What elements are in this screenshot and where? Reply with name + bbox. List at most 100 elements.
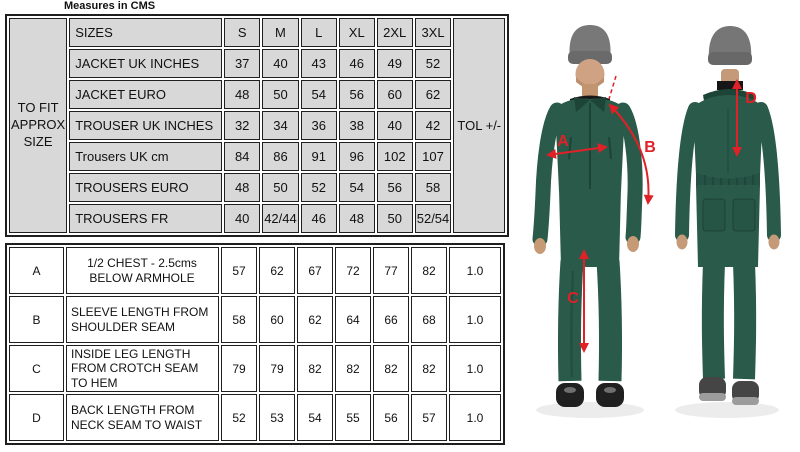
measure-value: 68 [411,296,447,343]
measure-arrow-c: C [567,249,589,353]
size-value: 40 [262,49,299,78]
measure-value: 82 [411,345,447,393]
back-figure [675,26,781,418]
floor-shadow [675,402,779,418]
size-value: 52 [300,173,337,202]
measure-value: 62 [297,296,333,343]
size-value: 32 [224,111,261,140]
size-value: 38 [338,111,375,140]
size-value: 48 [224,80,261,109]
size-value: 36 [300,111,337,140]
measure-value: 54 [297,394,333,442]
size-table-row: TROUSER UK INCHES 32 34 36 38 40 42 [9,111,505,140]
size-value: 40 [224,204,261,233]
arrow-label-c: C [567,290,579,307]
measure-value: 64 [335,296,371,343]
measurement-row: B SLEEVE LENGTH FROM SHOULDER SEAM 58 60 62 6… [9,296,501,343]
measure-value: 55 [335,394,371,442]
measure-description: INSIDE LEG LENGTH FROM CROTCH SEAM TO HE… [66,345,219,393]
size-row-label: SIZES [69,18,223,47]
measure-arrow-b: B [608,75,656,205]
measure-value: 72 [335,247,371,294]
size-value: 56 [376,173,413,202]
size-value: 2XL [376,18,413,47]
size-row-label: TROUSERS FR [69,204,223,233]
measure-value: 77 [373,247,409,294]
size-table-row: TROUSERS EURO 48 50 52 54 56 58 [9,173,505,202]
measurement-table: A 1/2 CHEST - 2.5cms BELOW ARMHOLE 57 62 67 7… [5,243,505,446]
measure-value: 82 [411,247,447,294]
size-value: M [262,18,299,47]
front-photo: A B C [532,25,656,418]
size-value: 52 [414,49,452,78]
size-table-row: Trousers UK cm 84 86 91 96 102 107 [9,142,505,171]
size-value: 84 [224,142,261,171]
arrow-label-b: B [644,139,656,156]
size-value: 3XL [414,18,452,47]
size-row-label: TROUSER UK INCHES [69,111,223,140]
size-value: 48 [338,204,375,233]
tolerance-value: 1.0 [449,394,501,442]
tolerance-value: 1.0 [449,247,501,294]
measure-description: SLEEVE LENGTH FROM SHOULDER SEAM [66,296,219,343]
size-table-row: JACKET EURO 48 50 54 56 60 62 [9,80,505,109]
size-value: 46 [300,204,337,233]
measure-code: C [9,345,64,393]
size-value: 46 [338,49,375,78]
measure-description: 1/2 CHEST - 2.5cms BELOW ARMHOLE [66,247,219,294]
face [575,59,605,89]
size-value: 50 [376,204,413,233]
measurement-row: A 1/2 CHEST - 2.5cms BELOW ARMHOLE 57 62 67 7… [9,247,501,294]
size-value: 58 [414,173,452,202]
measure-arrow-a: A [546,133,608,159]
measure-value: 79 [259,345,295,393]
measure-value: 67 [297,247,333,294]
measurement-row: C INSIDE LEG LENGTH FROM CROTCH SEAM TO H… [9,345,501,393]
size-row-label: JACKET EURO [69,80,223,109]
size-table-row: TROUSERS FR 40 42/44 46 48 50 52/54 [9,204,505,233]
measure-description: BACK LENGTH FROM NECK SEAM TO WAIST [66,394,219,442]
size-value: 91 [300,142,337,171]
size-table-row: JACKET UK INCHES 37 40 43 46 49 52 [9,49,505,78]
tol-label: TOL +/- [453,18,506,233]
size-value: 107 [414,142,452,171]
measure-value: 56 [373,394,409,442]
size-value: 62 [414,80,452,109]
size-value: 43 [300,49,337,78]
tolerance-value: 1.0 [449,296,501,343]
size-value: 48 [224,173,261,202]
size-value: 54 [300,80,337,109]
measure-value: 66 [373,296,409,343]
measure-value: 60 [259,296,295,343]
size-table-row: TO FIT APPROX SIZE SIZES S M L XL 2XL 3XL TOL +/… [9,18,506,233]
size-value: 42/44 [262,204,299,233]
size-value: 102 [376,142,413,171]
size-row-label: JACKET UK INCHES [69,49,223,78]
arrow-label-a: A [557,133,569,150]
measure-value: 52 [221,394,257,442]
measurement-row: D BACK LENGTH FROM NECK SEAM TO WAIST 52 53… [9,394,501,442]
size-value: 86 [262,142,299,171]
floor-shadow [536,402,644,418]
size-value: 50 [262,173,299,202]
measure-value: 79 [221,345,257,393]
size-value: L [300,18,337,47]
size-value: 49 [376,49,413,78]
size-row-label: TROUSERS EURO [69,173,223,202]
measure-value: 62 [259,247,295,294]
measure-value: 57 [411,394,447,442]
size-table: TO FIT APPROX SIZE SIZES S M L XL 2XL 3XL TOL +/… [5,14,510,237]
size-value: 60 [376,80,413,109]
shoe [596,383,624,407]
measure-code: A [9,247,64,294]
measure-value: 58 [221,296,257,343]
size-value: 96 [338,142,375,171]
size-value: 34 [262,111,299,140]
size-value: 42 [414,111,452,140]
size-value: 56 [338,80,375,109]
back-pocket [732,198,756,232]
measure-value: 82 [335,345,371,393]
size-value: 54 [338,173,375,202]
measure-value: 82 [373,345,409,393]
